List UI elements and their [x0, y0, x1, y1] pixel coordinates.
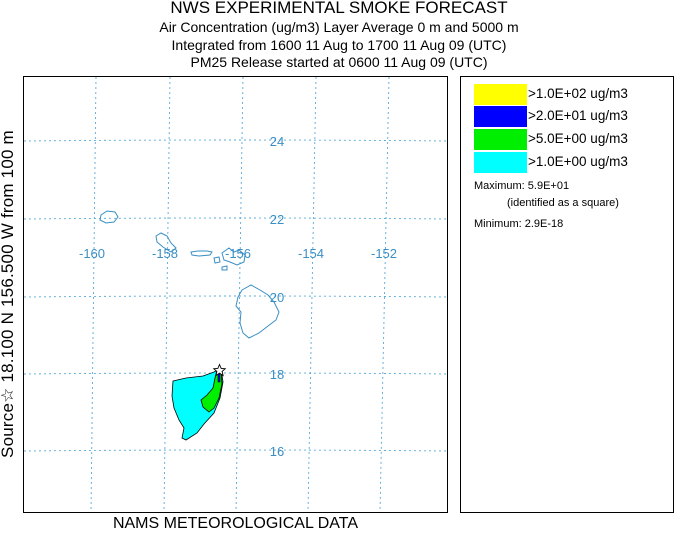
parallel-line: [24, 217, 447, 220]
map-panel[interactable]: [23, 76, 448, 513]
lat-label: 20: [270, 290, 284, 305]
legend-swatch: [474, 84, 527, 105]
lon-label: -154: [298, 246, 324, 261]
parallel-line: [24, 295, 447, 298]
lat-label: 22: [270, 212, 284, 227]
legend-label: >1.0E+00 ug/m3: [528, 154, 628, 169]
meridian-line: [379, 77, 390, 512]
subtitle-integration: Integrated from 1600 11 Aug to 1700 11 A…: [171, 37, 507, 53]
meridian-line: [90, 77, 97, 512]
legend-panel: [460, 76, 674, 513]
lat-label: 18: [270, 367, 284, 382]
maui-island: [221, 247, 246, 266]
legend-item: >5.0E+00 ug/m3: [474, 129, 674, 150]
page-title: NWS EXPERIMENTAL SMOKE FORECAST: [170, 0, 508, 17]
kahoolawe-island: [221, 265, 228, 271]
subtitle-concentration: Air Concentration (ug/m3) Layer Average …: [159, 19, 519, 35]
meridian-line: [163, 77, 171, 512]
lat-label: 16: [270, 444, 284, 459]
legend-label: >5.0E+00 ug/m3: [528, 131, 628, 146]
lanai-island: [213, 256, 221, 264]
lon-label: -152: [371, 246, 397, 261]
legend-swatch: [474, 152, 527, 173]
oahu-island: [155, 232, 177, 253]
lon-label: -158: [152, 246, 178, 261]
legend-swatch: [474, 129, 527, 150]
maximum-value: Maximum: 5.9E+01: [474, 180, 570, 192]
legend-item: >2.0E+01 ug/m3: [474, 106, 674, 127]
meridian-line: [307, 77, 317, 512]
lon-label: -156: [225, 246, 251, 261]
graticule: [24, 77, 447, 512]
legend-label: >2.0E+01 ug/m3: [528, 108, 628, 123]
lat-label: 24: [270, 134, 284, 149]
minimum-value: Minimum: 2.9E-18: [474, 218, 564, 230]
plume-contour-5e0: [200, 368, 223, 413]
kauai-island: [99, 210, 119, 224]
parallel-line: [24, 139, 447, 142]
legend-item: >1.0E+02 ug/m3: [474, 84, 674, 105]
maximum-note: (identified as a square): [507, 197, 619, 209]
hawaii-island: [235, 284, 280, 339]
parallel-line: [24, 449, 447, 452]
lon-label: -160: [79, 246, 105, 261]
coastlines: [99, 210, 280, 339]
met-data-label: NAMS METEOROLOGICAL DATA: [112, 515, 359, 532]
subtitle-release: PM25 Release started at 0600 11 Aug 09 (…: [190, 54, 488, 70]
star-icon: [212, 363, 227, 377]
latitude-labels: 24 22 20 18 16: [270, 134, 284, 459]
legend-item: >1.0E+00 ug/m3: [474, 152, 674, 173]
legend-label: >1.0E+02 ug/m3: [528, 86, 628, 101]
plume-contour-1e0: [171, 367, 224, 441]
parallel-line: [24, 372, 447, 375]
longitude-labels: -160 -158 -156 -154 -152: [79, 246, 397, 261]
legend-swatch: [474, 106, 527, 127]
map-layer: -160 -158 -156 -154 -152 24 22 20 18 16: [24, 77, 447, 512]
smoke-plume: [171, 367, 224, 441]
molokai-island: [190, 250, 213, 257]
